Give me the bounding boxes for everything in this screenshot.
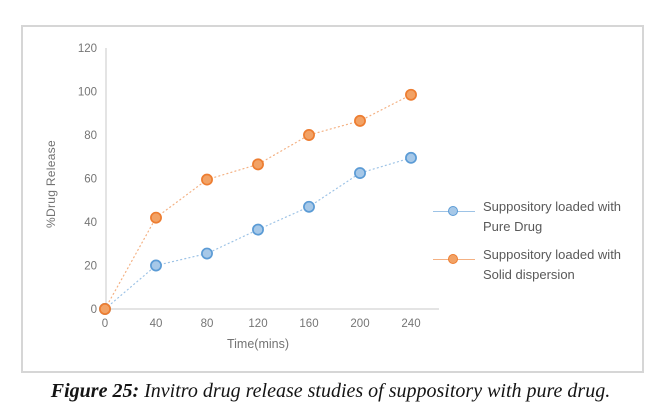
- x-axis-title: Time(mins): [226, 337, 290, 351]
- data-point-series1: [354, 114, 366, 127]
- y-axis-title: %Drug Release: [44, 140, 58, 228]
- blue-series-marker-icon: [433, 206, 475, 218]
- y-tick-label: 80: [84, 130, 97, 142]
- series-line-1: [104, 94, 412, 310]
- data-point-series0: [405, 151, 417, 164]
- x-tick-label: 160: [299, 318, 318, 330]
- data-point-series1: [99, 303, 111, 315]
- caption-figure-number: Figure 25:: [50, 380, 140, 402]
- y-tick-label: 120: [78, 43, 97, 55]
- chart-area: 0 20 40 60 80 100 120 0 40 80 120 160 200 240 %Drug R…: [21, 25, 644, 373]
- x-tick-label: 40: [150, 318, 163, 330]
- drug-release-plot: 0 20 40 60 80 100 120 0 40 80 120 160 200 240: [78, 43, 439, 330]
- data-point-series1: [201, 173, 213, 186]
- legend: Suppository loaded with Pure Drug Suppos…: [433, 197, 647, 293]
- figure-caption: Figure 25: Invitro drug release studies …: [0, 380, 661, 403]
- caption-text: Invitro drug release studies of supposit…: [144, 380, 611, 402]
- legend-entry-solid-dispersion: Suppository loaded with Solid dispersion: [433, 245, 647, 284]
- orange-series-marker-icon: [433, 254, 475, 266]
- legend-circle-icon: [448, 206, 458, 216]
- legend-circle-icon: [448, 254, 458, 264]
- data-point-series0: [150, 259, 162, 272]
- legend-label-pure-drug: Suppository loaded with Pure Drug: [483, 199, 622, 234]
- data-point-series0: [303, 200, 315, 213]
- x-tick-label: 240: [401, 318, 420, 330]
- legend-entry-pure-drug: Suppository loaded with Pure Drug: [433, 197, 647, 236]
- data-point-series0: [252, 223, 264, 236]
- x-tick-label: 0: [102, 318, 108, 330]
- x-tick-label: 200: [350, 318, 369, 330]
- data-point-series1: [252, 158, 264, 171]
- x-tick-label: 80: [201, 318, 214, 330]
- y-tick-label: 100: [78, 87, 97, 99]
- data-point-series1: [405, 88, 417, 101]
- x-tick-label: 120: [248, 318, 267, 330]
- y-tick-label: 20: [84, 261, 97, 273]
- data-point-series0: [201, 247, 213, 260]
- y-tick-label: 60: [84, 174, 97, 186]
- data-point-series0: [354, 167, 366, 180]
- y-tick-label: 0: [91, 304, 97, 316]
- y-tick-label: 40: [84, 217, 97, 229]
- data-point-series1: [150, 211, 162, 224]
- legend-label-solid-dispersion: Suppository loaded with Solid dispersion: [483, 247, 622, 282]
- data-point-series1: [303, 129, 315, 141]
